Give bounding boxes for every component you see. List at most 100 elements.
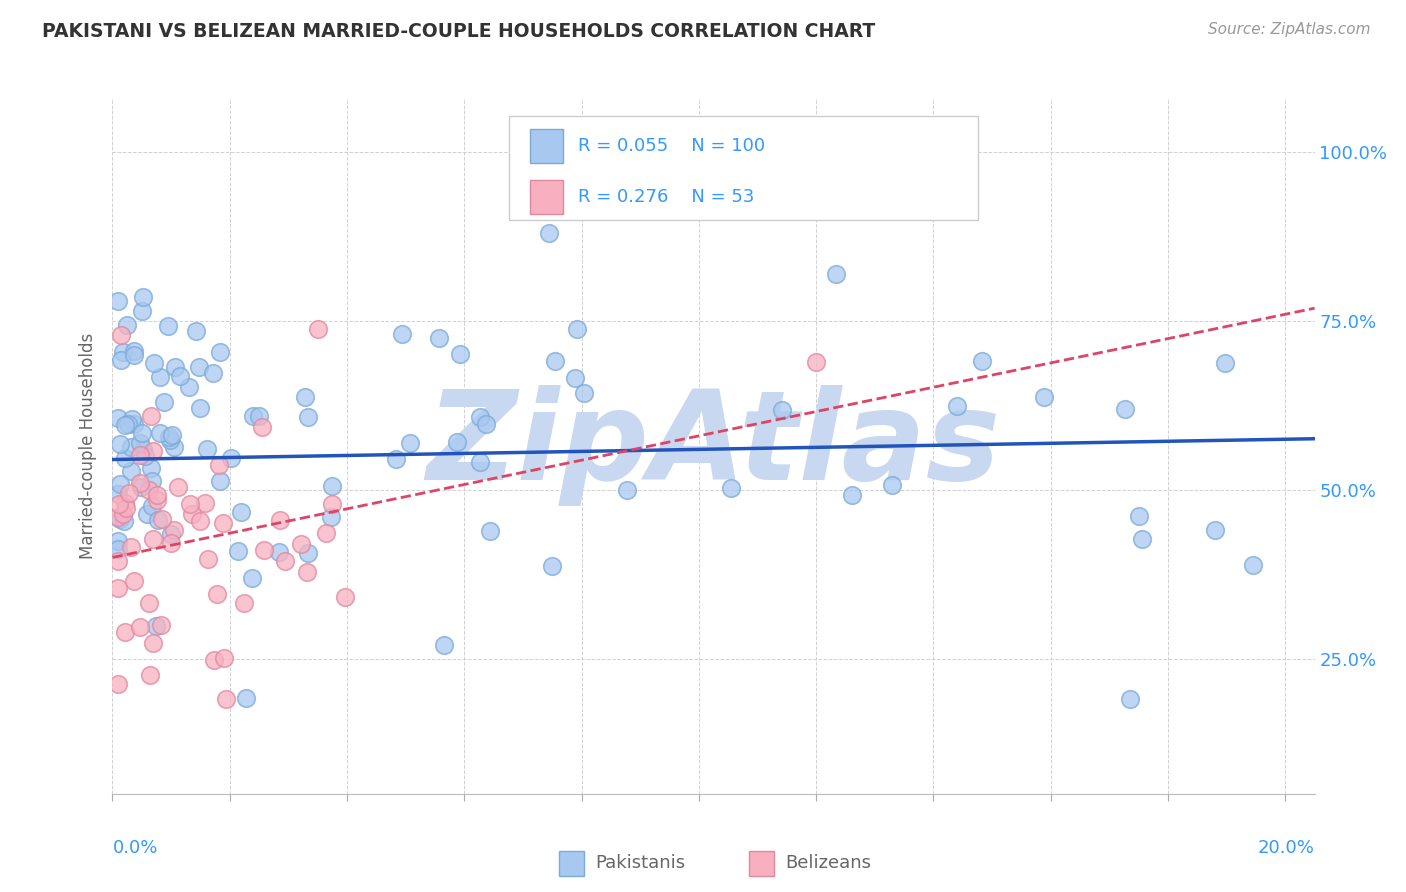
Point bbox=[1130, 532, 1153, 546]
Point bbox=[177, 380, 200, 394]
Point bbox=[156, 319, 179, 334]
Point bbox=[163, 359, 186, 374]
Text: Source: ZipAtlas.com: Source: ZipAtlas.com bbox=[1208, 22, 1371, 37]
Text: 20.0%: 20.0% bbox=[1258, 839, 1315, 857]
Point bbox=[114, 418, 136, 433]
Point bbox=[474, 417, 496, 431]
Point bbox=[117, 417, 139, 431]
Point bbox=[107, 534, 129, 549]
Point bbox=[720, 481, 742, 495]
Point bbox=[132, 290, 155, 304]
Point bbox=[290, 537, 312, 551]
Point bbox=[114, 450, 136, 465]
Point bbox=[111, 508, 134, 522]
Point bbox=[537, 226, 560, 240]
Point bbox=[273, 554, 295, 568]
Point bbox=[212, 651, 235, 665]
Point bbox=[247, 409, 270, 423]
Point bbox=[129, 476, 152, 491]
Text: ZipAtlas: ZipAtlas bbox=[426, 385, 1001, 507]
Point bbox=[138, 596, 160, 610]
Point bbox=[122, 574, 145, 588]
Point bbox=[110, 352, 132, 367]
Point bbox=[167, 480, 190, 494]
Point bbox=[446, 434, 468, 449]
Point bbox=[211, 516, 233, 531]
Point bbox=[384, 451, 406, 466]
Point bbox=[208, 458, 231, 472]
Point bbox=[149, 618, 172, 632]
Point bbox=[240, 571, 263, 585]
Point bbox=[319, 510, 342, 524]
Point bbox=[115, 501, 138, 516]
Point bbox=[142, 443, 165, 458]
Point bbox=[468, 409, 491, 424]
Point bbox=[269, 513, 291, 527]
Point bbox=[129, 620, 152, 634]
Point bbox=[129, 480, 152, 494]
Point bbox=[427, 331, 450, 345]
FancyBboxPatch shape bbox=[509, 116, 979, 220]
Point bbox=[179, 497, 201, 511]
Point bbox=[141, 499, 163, 513]
Point bbox=[107, 581, 129, 595]
Point bbox=[120, 464, 142, 478]
Point bbox=[107, 410, 129, 425]
Point bbox=[478, 524, 501, 539]
Point bbox=[188, 514, 211, 528]
Point bbox=[294, 390, 316, 404]
Point bbox=[142, 636, 165, 650]
Point bbox=[143, 356, 166, 370]
Point bbox=[118, 485, 141, 500]
Point bbox=[120, 440, 142, 454]
Point bbox=[157, 429, 180, 443]
Point bbox=[141, 460, 163, 475]
Point bbox=[122, 348, 145, 362]
Point bbox=[112, 514, 135, 528]
Point bbox=[114, 624, 136, 639]
Point bbox=[572, 386, 595, 401]
Point bbox=[1114, 402, 1136, 417]
Point bbox=[181, 507, 204, 521]
Point bbox=[946, 399, 969, 413]
Point bbox=[163, 440, 186, 454]
Point bbox=[132, 442, 155, 456]
Text: R = 0.055    N = 100: R = 0.055 N = 100 bbox=[578, 137, 765, 155]
Point bbox=[139, 409, 162, 423]
Point bbox=[297, 566, 319, 580]
Point bbox=[131, 426, 153, 441]
Point bbox=[226, 544, 249, 558]
Point bbox=[205, 587, 228, 601]
Text: R = 0.276    N = 53: R = 0.276 N = 53 bbox=[578, 188, 754, 206]
Point bbox=[972, 353, 994, 368]
Point bbox=[297, 546, 319, 560]
Point bbox=[1119, 692, 1142, 706]
Point bbox=[307, 322, 329, 336]
Point bbox=[131, 303, 153, 318]
Point bbox=[202, 653, 225, 667]
Point bbox=[880, 478, 903, 492]
Point bbox=[138, 668, 160, 682]
Point bbox=[321, 479, 343, 493]
Point bbox=[152, 512, 174, 526]
Point bbox=[114, 496, 136, 510]
Text: Belizeans: Belizeans bbox=[785, 855, 872, 872]
Point bbox=[107, 677, 129, 691]
Point bbox=[142, 532, 165, 546]
Point bbox=[214, 692, 236, 706]
Point bbox=[242, 409, 264, 424]
Point bbox=[163, 523, 186, 537]
Point bbox=[194, 496, 217, 510]
Point bbox=[129, 435, 152, 450]
Point bbox=[188, 401, 211, 416]
Point bbox=[1033, 390, 1056, 404]
Point bbox=[128, 449, 150, 463]
Point bbox=[804, 354, 827, 368]
Point bbox=[110, 512, 132, 526]
Point bbox=[186, 324, 208, 338]
Point bbox=[541, 558, 564, 573]
Point bbox=[433, 638, 456, 652]
Point bbox=[117, 318, 139, 333]
Point bbox=[824, 267, 846, 281]
Point bbox=[567, 322, 589, 336]
